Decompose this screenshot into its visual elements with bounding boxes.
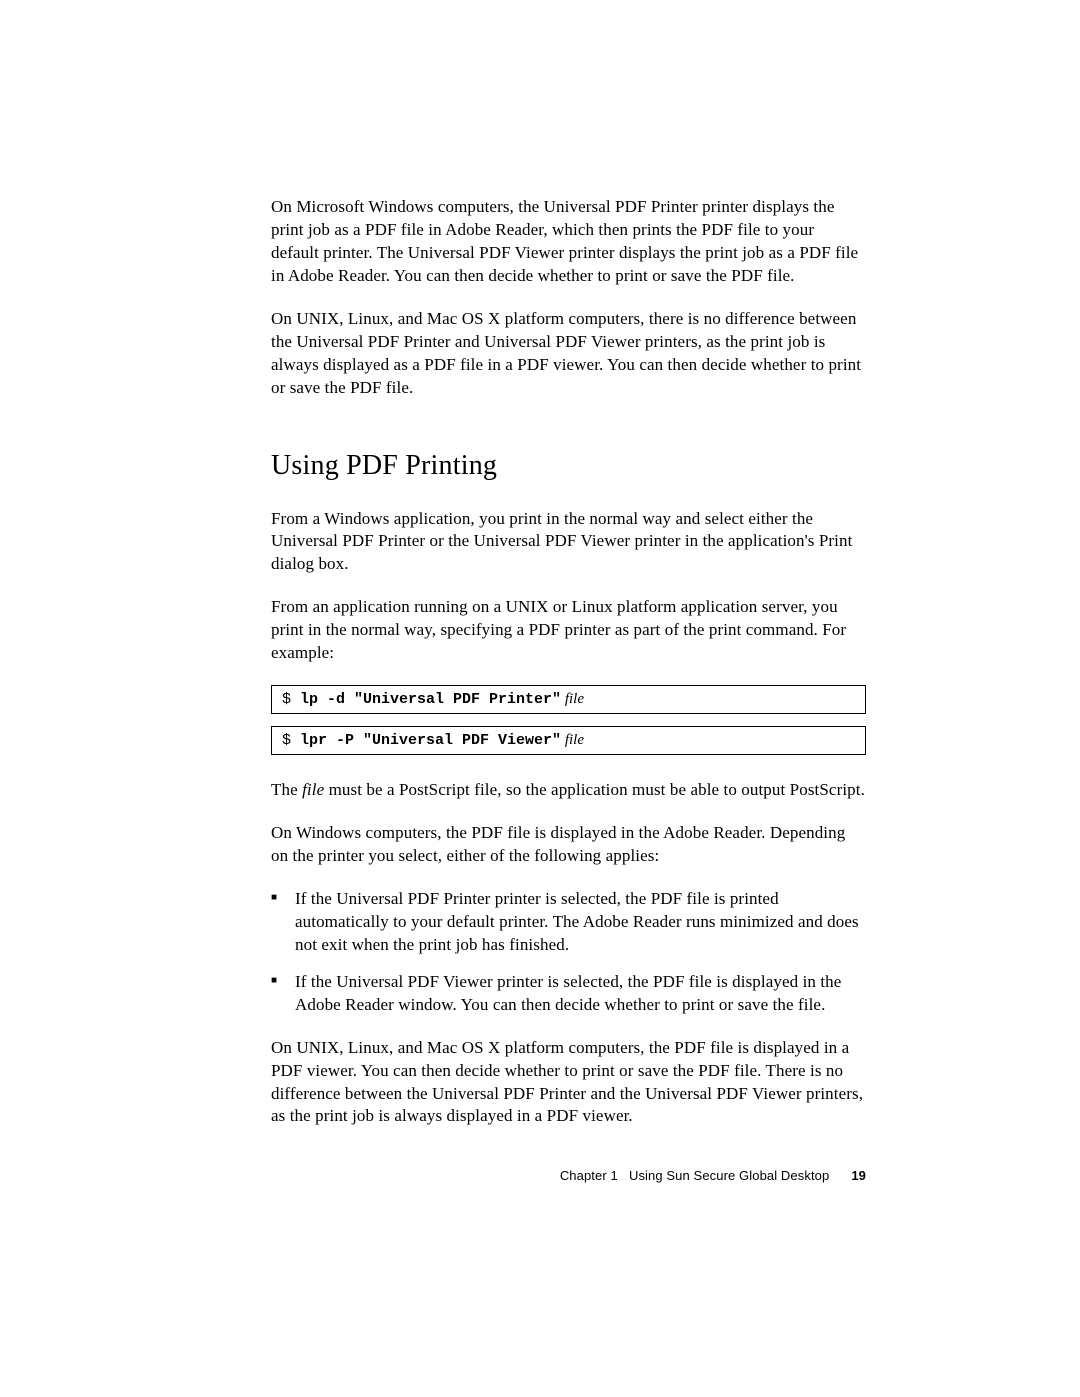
code-arg: file (561, 732, 584, 748)
paragraph-windows-app: From a Windows application, you print in… (271, 508, 866, 577)
section-heading: Using PDF Printing (271, 450, 866, 482)
text-italic-file: file (302, 780, 324, 799)
text-pre: The (271, 780, 302, 799)
code-example-lp: $ lp -d "Universal PDF Printer" file (271, 685, 866, 714)
list-item: If the Universal PDF Printer printer is … (271, 888, 866, 957)
paragraph-unix-viewer: On UNIX, Linux, and Mac OS X platform co… (271, 1037, 866, 1129)
footer-page-number: 19 (851, 1168, 866, 1183)
code-example-lpr: $ lpr -P "Universal PDF Viewer" file (271, 726, 866, 755)
footer-title: Using Sun Secure Global Desktop (629, 1168, 829, 1183)
code-command: lpr -P "Universal PDF Viewer" (300, 732, 561, 749)
shell-prompt: $ (282, 691, 300, 708)
footer-chapter: Chapter 1 (560, 1168, 618, 1183)
text-post: must be a PostScript file, so the applic… (324, 780, 865, 799)
code-command: lp -d "Universal PDF Printer" (300, 691, 561, 708)
paragraph-file-note: The file must be a PostScript file, so t… (271, 779, 866, 802)
code-arg: file (561, 691, 584, 707)
bullet-list: If the Universal PDF Printer printer is … (271, 888, 866, 1017)
paragraph-unix-app: From an application running on a UNIX or… (271, 596, 866, 665)
shell-prompt: $ (282, 732, 300, 749)
paragraph-intro-unix: On UNIX, Linux, and Mac OS X platform co… (271, 308, 866, 400)
document-page: On Microsoft Windows computers, the Univ… (0, 0, 1080, 1397)
paragraph-windows-reader: On Windows computers, the PDF file is di… (271, 822, 866, 868)
paragraph-intro-windows: On Microsoft Windows computers, the Univ… (271, 196, 866, 288)
page-footer: Chapter 1 Using Sun Secure Global Deskto… (560, 1168, 866, 1183)
list-item: If the Universal PDF Viewer printer is s… (271, 971, 866, 1017)
